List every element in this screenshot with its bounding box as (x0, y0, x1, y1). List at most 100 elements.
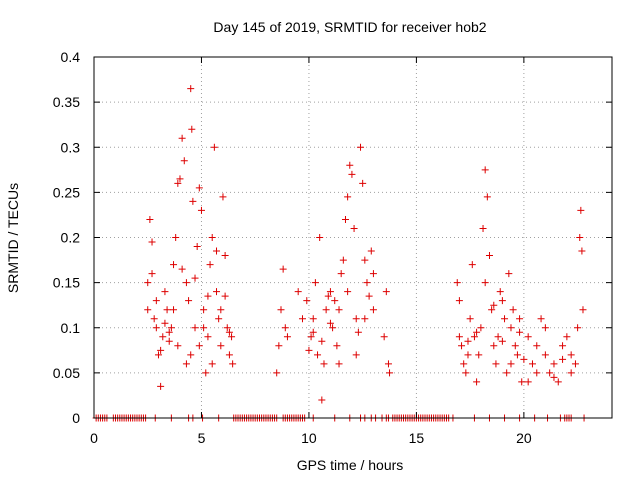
data-point (344, 288, 352, 296)
data-point (208, 360, 216, 368)
data-point (567, 351, 575, 359)
data-point (213, 247, 221, 255)
data-point (197, 206, 205, 214)
data-point (185, 297, 193, 305)
data-point (361, 256, 369, 264)
data-point (159, 333, 167, 341)
data-point (195, 184, 203, 192)
data-point (468, 261, 476, 269)
y-tick-label: 0.05 (53, 365, 80, 381)
data-point (464, 337, 472, 345)
data-point (311, 279, 319, 287)
data-point (170, 306, 178, 314)
data-point (303, 297, 311, 305)
data-point (528, 360, 536, 368)
data-point (322, 306, 330, 314)
data-point (213, 288, 221, 296)
data-point (369, 306, 377, 314)
data-point (458, 342, 466, 350)
data-point (490, 342, 498, 350)
data-point (384, 360, 392, 368)
data-point (511, 342, 519, 350)
data-point (507, 360, 515, 368)
data-point (509, 306, 517, 314)
data-point (217, 306, 225, 314)
data-point (578, 247, 586, 255)
data-point (365, 292, 373, 300)
data-point (537, 315, 545, 323)
y-tick-label: 0.1 (61, 320, 81, 336)
data-point (191, 274, 199, 282)
data-point (217, 342, 225, 350)
data-point (200, 324, 208, 332)
data-point (462, 369, 470, 377)
data-points (92, 85, 588, 422)
data-point (144, 279, 152, 287)
data-point (346, 161, 354, 169)
data-point (496, 288, 504, 296)
data-point (200, 306, 208, 314)
data-point (174, 342, 182, 350)
data-point (541, 324, 549, 332)
data-point (533, 369, 541, 377)
data-point (503, 369, 511, 377)
data-point (361, 315, 369, 323)
data-point (367, 247, 375, 255)
data-point (275, 342, 283, 350)
y-tick-label: 0.35 (53, 94, 80, 110)
data-point (559, 355, 567, 363)
x-tick-label: 20 (516, 430, 532, 446)
data-point (571, 360, 579, 368)
data-point (329, 324, 337, 332)
data-point (210, 143, 218, 151)
data-point (550, 360, 558, 368)
data-point (279, 265, 287, 273)
data-point (277, 306, 285, 314)
data-point (195, 342, 203, 350)
x-tick-label: 15 (409, 430, 425, 446)
data-point (187, 351, 195, 359)
x-tick-label: 10 (301, 430, 317, 446)
data-point (225, 328, 233, 336)
data-point (473, 328, 481, 336)
data-point (316, 234, 324, 241)
data-point (154, 351, 162, 359)
x-axis-ticks: 0 5 10 15 20 (90, 57, 532, 446)
data-point (348, 170, 356, 178)
data-point (344, 193, 352, 201)
data-point (498, 337, 506, 345)
data-point (477, 324, 485, 332)
data-point (516, 315, 524, 323)
data-point (331, 297, 339, 305)
data-point (283, 333, 291, 341)
data-point (228, 333, 236, 341)
data-point (298, 315, 306, 323)
data-point (204, 333, 212, 341)
data-point (219, 193, 227, 201)
data-point (369, 270, 377, 278)
data-point (335, 306, 343, 314)
data-point (223, 324, 231, 332)
data-point (518, 378, 526, 386)
data-point (460, 360, 468, 368)
data-point (507, 324, 515, 332)
data-point (225, 351, 233, 359)
data-point (524, 333, 532, 341)
data-point (174, 179, 182, 187)
data-point (337, 270, 345, 278)
data-point (520, 355, 528, 363)
data-point (339, 256, 347, 264)
data-point (341, 215, 349, 223)
x-axis-label: GPS time / hours (297, 457, 404, 473)
data-point (188, 125, 196, 133)
data-point (150, 315, 158, 323)
data-point (455, 297, 463, 305)
data-point (559, 342, 567, 350)
data-point (221, 292, 229, 300)
data-point (221, 252, 229, 260)
data-point (191, 324, 199, 332)
data-point (483, 193, 491, 201)
data-point (163, 306, 171, 314)
data-point (187, 85, 195, 93)
y-tick-label: 0.25 (53, 184, 80, 200)
